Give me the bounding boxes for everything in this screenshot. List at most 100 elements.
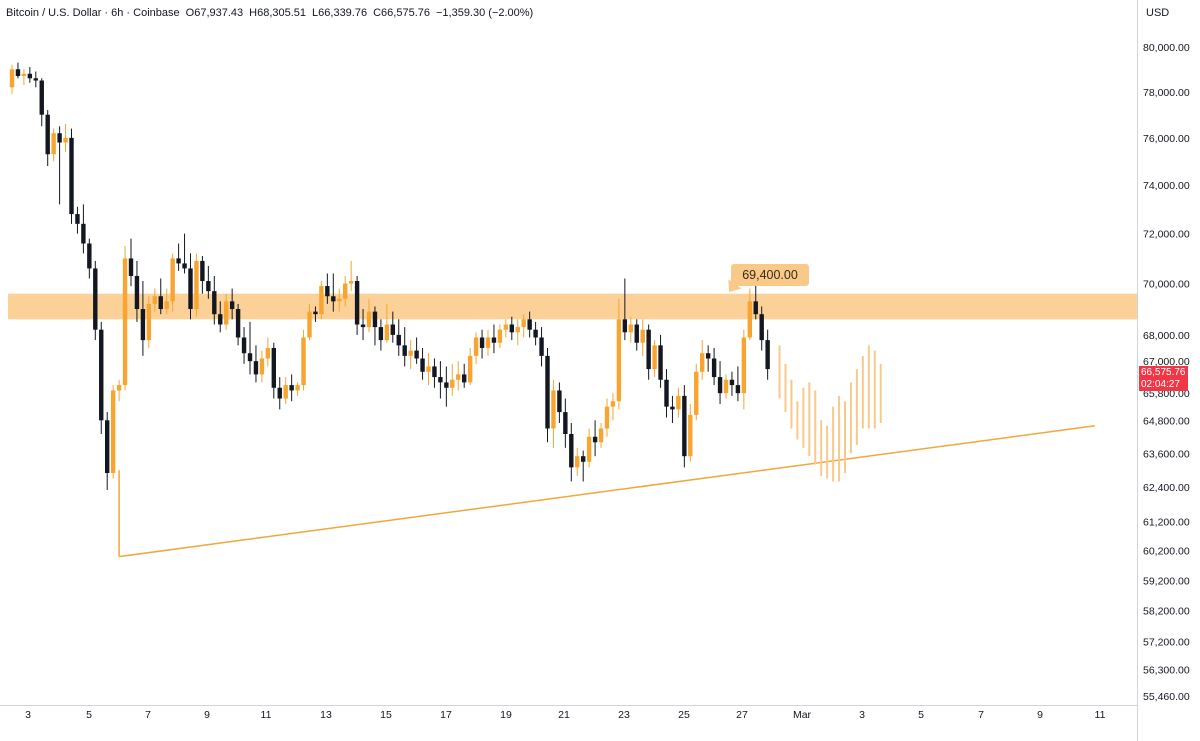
candle-body xyxy=(444,382,449,388)
candle-body xyxy=(670,406,675,410)
candle-body xyxy=(164,301,169,310)
candle-body xyxy=(99,329,104,421)
candle-body xyxy=(473,337,479,356)
x-tick-label: 5 xyxy=(918,709,924,721)
candle-body xyxy=(545,355,550,429)
x-tick-label: 9 xyxy=(204,709,210,721)
high-value: 68,305.51 xyxy=(257,7,307,19)
candle-body xyxy=(664,379,669,407)
candle-body xyxy=(432,366,437,378)
candle-body xyxy=(259,358,265,375)
candle-body xyxy=(319,286,324,315)
candle-body xyxy=(372,311,378,328)
candle-body xyxy=(271,347,276,388)
candle-body xyxy=(569,434,574,468)
candle-body xyxy=(176,258,181,264)
candle-body xyxy=(682,395,687,457)
candle-body xyxy=(378,327,384,341)
candle-body xyxy=(688,414,693,457)
candle-body xyxy=(551,390,556,429)
x-tick-label: Mar xyxy=(793,709,812,721)
candle-body xyxy=(747,301,752,338)
candle-body xyxy=(283,385,288,399)
candle-body xyxy=(295,385,300,391)
candle-body xyxy=(122,258,128,386)
candle-body xyxy=(438,377,443,383)
y-tick-label: 63,600.00 xyxy=(1143,448,1190,460)
y-tick-label: 60,200.00 xyxy=(1143,546,1190,558)
candle-body xyxy=(247,353,253,362)
plot-background xyxy=(8,22,1137,705)
candle-body xyxy=(69,137,74,215)
candle-body xyxy=(21,73,27,77)
plot-area[interactable] xyxy=(8,22,1137,705)
candle-body xyxy=(521,319,526,328)
candle-body xyxy=(622,319,628,333)
candle-body xyxy=(575,456,580,468)
x-tick-label: 13 xyxy=(320,709,332,721)
candle-body xyxy=(194,260,199,310)
candle-body xyxy=(414,350,419,359)
x-tick-label: 21 xyxy=(558,709,570,721)
candle-body xyxy=(39,80,44,115)
currency-label[interactable]: USD xyxy=(1146,7,1170,19)
projection-layer xyxy=(778,345,882,482)
low-label: L xyxy=(312,7,319,19)
x-tick-label: 11 xyxy=(261,709,272,721)
candle-body xyxy=(509,324,514,333)
price-annotation-callout[interactable]: 69,400.00 xyxy=(731,264,809,286)
candle-body xyxy=(586,436,592,462)
candle-body xyxy=(610,401,616,407)
candle-body xyxy=(491,337,497,343)
x-tick-label: 7 xyxy=(145,709,151,721)
candle-body xyxy=(723,379,729,394)
candle-body xyxy=(759,314,764,341)
candle-body xyxy=(420,358,425,372)
x-tick-label: 15 xyxy=(380,709,392,721)
close-value: 66,575.76 xyxy=(381,7,430,19)
candle-body xyxy=(331,296,336,302)
candle-body xyxy=(253,361,259,375)
candle-body xyxy=(711,358,717,378)
candle-body xyxy=(128,258,134,276)
candle-body xyxy=(604,406,610,429)
candle-body xyxy=(402,345,407,356)
candle-body xyxy=(241,337,247,354)
candle-body xyxy=(110,390,116,474)
candle-body xyxy=(676,395,681,410)
candle-body xyxy=(354,281,360,325)
candles-layer xyxy=(9,62,770,490)
open-value: 67,937.43 xyxy=(194,7,244,19)
candle-body xyxy=(140,309,146,341)
candle-body xyxy=(146,303,152,341)
candle-body xyxy=(700,353,705,372)
candle-body xyxy=(658,345,663,380)
y-tick-label: 78,000.00 xyxy=(1143,87,1190,99)
candle-body xyxy=(485,337,491,348)
candle-body xyxy=(33,78,38,81)
candle-body xyxy=(15,69,21,77)
x-tick-label: 17 xyxy=(440,709,452,721)
candle-body xyxy=(557,390,562,413)
x-tick-label: 27 xyxy=(736,709,748,721)
y-tick-label: 72,000.00 xyxy=(1143,229,1190,241)
resistance-zone xyxy=(8,293,1137,320)
current-price-value: 66,575.76 xyxy=(1141,367,1186,378)
x-tick-label: 3 xyxy=(25,709,31,721)
candle-body xyxy=(337,298,342,302)
candle-body xyxy=(206,281,211,292)
y-tick-label: 76,000.00 xyxy=(1143,133,1190,145)
candle-body xyxy=(705,353,711,359)
candle-body xyxy=(224,301,229,325)
candle-body xyxy=(75,214,80,224)
candle-body xyxy=(598,428,604,443)
candle-body xyxy=(628,324,633,333)
y-tick-label: 65,800.00 xyxy=(1143,388,1190,400)
candle-body xyxy=(450,379,455,388)
close-label: C xyxy=(373,7,382,19)
candle-body xyxy=(467,355,473,383)
candle-body xyxy=(652,345,657,370)
candle-body xyxy=(229,301,235,310)
